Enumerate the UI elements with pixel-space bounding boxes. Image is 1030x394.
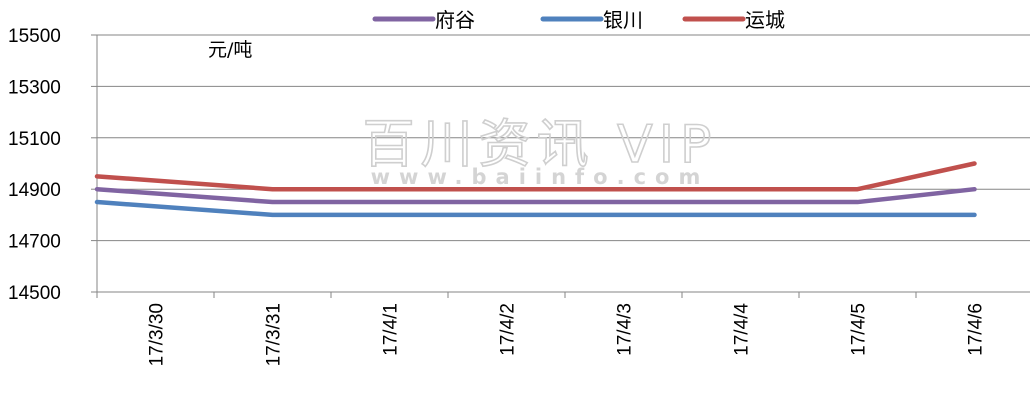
y-tick-label-14500: 14500 [8, 283, 61, 304]
x-tick-label-17/4/3: 17/4/3 [615, 303, 636, 356]
watermark-url: www.baiinfo.com [371, 165, 710, 189]
series-lines [94, 161, 977, 218]
series-line-府谷 [94, 186, 977, 205]
x-tick-labels: 17/3/30 17/3/31 17/4/1 17/4/2 17/4/3 17/4/4 17… [147, 303, 987, 367]
series-line-运城 [94, 161, 977, 192]
x-tick-label-17/4/6: 17/4/6 [966, 303, 987, 356]
x-tick-label-17/4/2: 17/4/2 [498, 303, 519, 356]
series-运城 [94, 161, 977, 192]
legend-item-银川: 银川 [540, 8, 643, 32]
x-tick-label-17/4/4: 17/4/4 [732, 303, 753, 356]
axes [91, 34, 1030, 298]
x-tick-label-17/4/1: 17/4/1 [381, 303, 402, 356]
legend-label-运城: 运城 [745, 8, 785, 32]
legend-label-银川: 银川 [603, 8, 643, 32]
watermark-title: 百川资讯 VIP [363, 115, 718, 175]
y-tick-label-14900: 14900 [8, 180, 61, 201]
series-银川 [94, 199, 977, 218]
x-tick-label-17/3/31: 17/3/31 [264, 303, 285, 366]
legend-item-府谷: 府谷 [372, 8, 475, 32]
y-tick-label-15300: 15300 [8, 77, 61, 98]
legend-label-府谷: 府谷 [435, 8, 475, 32]
watermark: 百川资讯 VIP www.baiinfo.com [362, 114, 718, 189]
series-line-银川 [94, 199, 977, 218]
series-府谷 [94, 186, 977, 205]
y-tick-labels: 14500 14700 14900 15100 15300 15500 [8, 26, 61, 304]
y-tick-label-14700: 14700 [8, 232, 61, 253]
legend: 府谷 银川 运城 [372, 8, 785, 32]
x-tick-label-17/3/30: 17/3/30 [147, 303, 168, 366]
x-tick-label-17/4/5: 17/4/5 [849, 303, 870, 356]
unit-label: 元/吨 [208, 39, 252, 61]
legend-item-运城: 运城 [682, 8, 785, 32]
y-tick-label-15100: 15100 [8, 129, 61, 150]
y-tick-label-15500: 15500 [8, 26, 61, 47]
